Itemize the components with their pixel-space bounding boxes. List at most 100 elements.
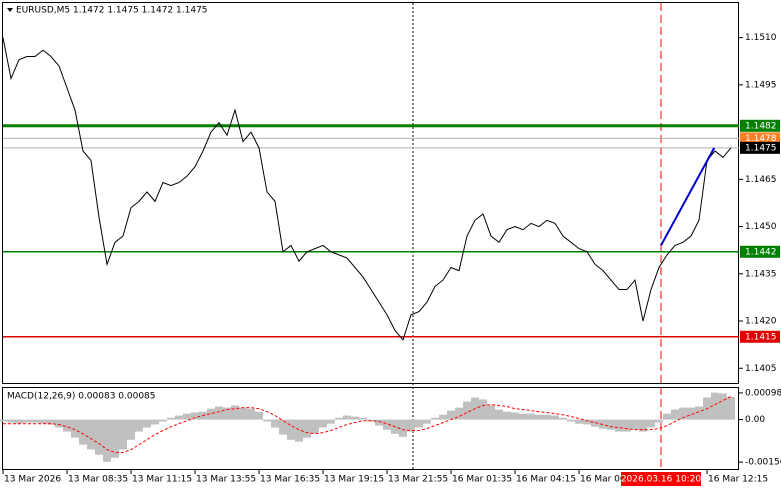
- histogram-bar: [559, 417, 567, 420]
- histogram-bar: [663, 413, 671, 420]
- histogram-bar: [135, 419, 143, 432]
- y-tick-label: 0.00098: [745, 388, 781, 398]
- x-tick-label: 13 Mar 2026: [4, 475, 61, 485]
- histogram-bar: [343, 415, 351, 420]
- level-label-bg: [740, 245, 780, 258]
- histogram-bar: [463, 401, 471, 420]
- histogram-bar: [479, 399, 487, 420]
- histogram-bar: [151, 419, 159, 425]
- macd-panel: [2, 387, 739, 470]
- histogram-bar: [567, 419, 575, 422]
- histogram-bar: [671, 409, 679, 420]
- histogram-bar: [295, 419, 303, 442]
- level-label-bg: [740, 141, 780, 154]
- histogram-bar: [191, 412, 199, 420]
- y-tick-label: 0.00: [745, 415, 765, 425]
- y-tick-label: 1.1465: [745, 175, 777, 185]
- x-tick-label: 16 Mar 01:35: [452, 475, 512, 485]
- histogram-bar: [55, 419, 63, 428]
- histogram-bar: [311, 419, 319, 434]
- histogram-bar: [0, 419, 7, 422]
- histogram-bar: [23, 419, 31, 423]
- histogram-bar: [375, 419, 383, 426]
- level-label: 1.1415: [745, 332, 777, 342]
- histogram-bar: [79, 419, 87, 445]
- histogram-bar: [287, 419, 295, 440]
- histogram-bar: [207, 408, 215, 420]
- histogram-bar: [47, 419, 55, 425]
- histogram-bar: [119, 419, 127, 450]
- level-label-bg: [740, 330, 780, 343]
- histogram-bar: [679, 407, 687, 420]
- histogram-bar: [247, 408, 255, 420]
- histogram-bar: [447, 410, 455, 420]
- x-tick-label: 13 Mar 16:35: [260, 475, 320, 485]
- histogram-bar: [255, 411, 263, 420]
- histogram-bar: [143, 419, 151, 428]
- histogram-bar: [711, 392, 719, 420]
- y-tick-label: 1.1510: [745, 33, 777, 43]
- histogram-bar: [695, 406, 703, 420]
- price-panel: [2, 2, 739, 384]
- histogram-bar: [503, 411, 511, 420]
- histogram-bar: [327, 419, 335, 424]
- histogram-bar: [183, 413, 191, 420]
- histogram-bar: [167, 417, 175, 420]
- histogram-bar: [719, 393, 727, 420]
- level-label: 1.1482: [745, 121, 777, 131]
- histogram-bar: [111, 419, 119, 458]
- level-label-bg: [740, 132, 780, 145]
- level-label: 1.1475: [745, 143, 777, 153]
- x-tick-label: 16 Mar 12:15: [708, 475, 768, 485]
- histogram-bar: [519, 413, 527, 420]
- histogram-bar: [263, 419, 271, 422]
- histogram-bar: [7, 419, 15, 423]
- histogram-bar: [351, 416, 359, 420]
- level-label: 1.1442: [745, 247, 777, 257]
- histogram-bar: [103, 419, 111, 462]
- histogram-bar: [71, 419, 79, 438]
- histogram-bar: [175, 415, 183, 420]
- histogram-bar: [639, 419, 647, 432]
- histogram-bar: [319, 419, 327, 428]
- histogram-bar: [39, 419, 47, 424]
- histogram-bar: [551, 415, 559, 420]
- x-tick-label: 13 Mar 21:55: [388, 475, 448, 485]
- histogram-bar: [583, 419, 591, 425]
- histogram-bar: [495, 409, 503, 420]
- y-tick-label: 1.1420: [745, 317, 777, 327]
- trend-line: [660, 147, 716, 246]
- histogram-bar: [15, 419, 23, 424]
- histogram-bar: [511, 412, 519, 420]
- histogram-bar: [383, 419, 391, 430]
- level-label-bg: [740, 119, 780, 132]
- histogram-bar: [127, 419, 135, 440]
- histogram-bar: [575, 419, 583, 424]
- histogram-bar: [655, 419, 663, 423]
- level-label: 1.1478: [745, 134, 777, 144]
- histogram-bar: [271, 419, 279, 428]
- x-tick-label: 13 Mar 19:15: [324, 475, 384, 485]
- macd-title: MACD(12,26,9) 0.00083 0.00085: [7, 392, 156, 402]
- histogram-bar: [87, 419, 95, 450]
- histogram-bar: [647, 419, 655, 428]
- histogram-bar: [487, 405, 495, 420]
- histogram-bar: [455, 407, 463, 420]
- histogram-bar: [223, 407, 231, 420]
- histogram-bar: [407, 419, 415, 432]
- histogram-bar: [535, 414, 543, 420]
- histogram-bar: [727, 396, 735, 420]
- histogram-bar: [543, 414, 551, 420]
- x-tick-label: 13 Mar 13:55: [196, 475, 256, 485]
- histogram-bar: [591, 419, 599, 427]
- histogram-bar: [63, 419, 71, 432]
- histogram-bar: [631, 419, 639, 430]
- histogram-bar: [415, 419, 423, 428]
- histogram-bar: [279, 419, 287, 435]
- histogram-bar: [95, 419, 103, 455]
- histogram-bar: [335, 417, 343, 420]
- histogram-bar: [527, 413, 535, 420]
- x-tick-label: 13 Mar 08:35: [68, 475, 128, 485]
- time-label: 2026.03.16 10:20: [621, 475, 702, 485]
- histogram-bar: [615, 419, 623, 432]
